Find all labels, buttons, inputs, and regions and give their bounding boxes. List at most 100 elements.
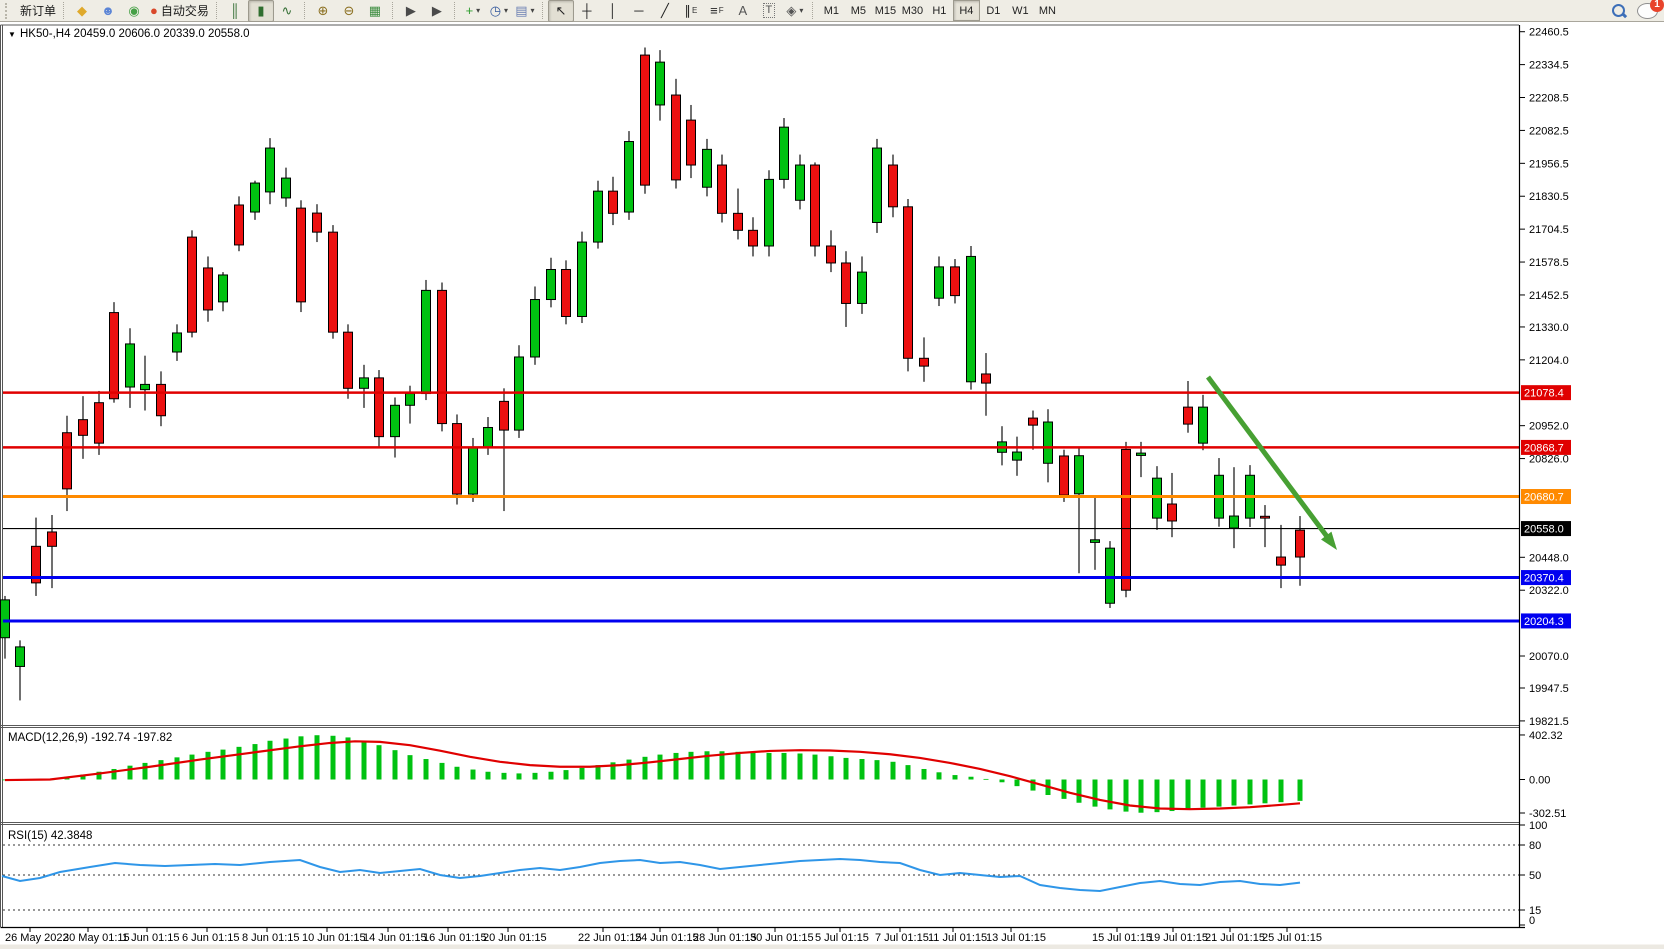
candlestick-chart-button[interactable]: ▮ [247,0,274,22]
candle [981,373,991,384]
tile-windows-button[interactable]: ▦ [362,0,388,22]
chart-shift-button[interactable]: ▶ [424,0,450,22]
macd-histogram-bar [1247,779,1253,805]
candle [78,419,88,436]
macd-histogram-bar [936,772,942,780]
price-level-badge-label: 21078.4 [1524,388,1564,400]
macd-histogram-bar [548,771,554,780]
candle [1198,406,1208,444]
vertical-line-button[interactable]: │ [600,0,626,22]
main-toolbar: 新订单 ◆ ☻ ◉ ● 自动交易 ║ ▮ ∿ ⊕ ⊖ ▦ ▶ ▶ + ▾ ◷ ▾ ▤ ▾ ↖ ┼ │ ─ ╱ ∥ E ≡ F A T ◈ ▾ M… [0,0,1664,22]
candle [265,147,275,193]
shapes-button[interactable]: ◈ ▾ [782,0,808,22]
price-axis-label: 21956.5 [1529,158,1569,170]
chart-canvas[interactable]: 22460.5 22334.5 22208.5 22082.5 21956.5 21830… [0,22,1664,949]
candle [841,262,851,304]
cursor-button[interactable]: ↖ [547,0,574,22]
tile-windows-icon: ▦ [368,2,382,18]
macd-histogram-bar [80,774,86,780]
community-button[interactable]: ☻ [95,0,121,22]
candle [1059,455,1069,496]
periods-button[interactable]: ◷ ▾ [486,0,512,22]
macd-histogram-bar [704,751,710,780]
candle [872,147,882,223]
main-plot-area[interactable] [3,25,1519,726]
candle [156,383,166,417]
autotrading-button[interactable]: ● 自动交易 [147,0,212,22]
crosshair-button[interactable]: ┼ [574,0,600,22]
macd-axis-label: 0.00 [1529,775,1550,787]
candle [1260,515,1270,519]
macd-histogram-bar [298,736,304,780]
text-button[interactable]: A [730,0,756,22]
candle [359,377,369,389]
candle [888,164,898,208]
templates-button[interactable]: ▤ ▾ [512,0,538,22]
price-axis-label: 20322.0 [1529,585,1569,597]
timeframe-h4-button[interactable]: H4 [952,0,980,21]
timeframe-m5-button[interactable]: M5 [850,4,867,17]
time-axis-label: 15 Jul 01:15 [1092,932,1152,944]
macd-histogram-bar [735,751,741,780]
trendline-button[interactable]: ╱ [652,0,678,22]
candle [748,229,758,247]
time-axis-label: 16 Jun 01:15 [423,932,487,944]
line-chart-button[interactable]: ∿ [274,0,300,22]
new-order-button[interactable]: 新订单 [14,0,59,22]
macd-histogram-bar [142,762,148,780]
candle [593,190,603,243]
channel-button[interactable]: ∥ E [678,0,704,22]
price-level-badge [1521,521,1571,537]
candle [390,404,400,438]
macd-histogram-bar [828,756,834,780]
macd-histogram-bar [797,753,803,780]
time-axis-label: 22 Jun 01:15 [578,932,642,944]
signals-button[interactable]: ◉ [121,0,147,22]
time-axis-label: 8 Jun 01:15 [242,932,300,944]
timeframe-m1-button[interactable]: M1 [823,4,840,17]
macd-histogram-bar [1123,779,1129,812]
price-level-badge [1521,439,1571,455]
toolbar-separator [391,2,394,19]
candle [125,343,135,388]
macd-histogram-bar [252,744,258,780]
button-label: 新订单 [20,3,57,18]
zoom-out-button[interactable]: ⊖ [336,0,362,22]
text-icon: A [738,2,748,18]
bar-chart-button[interactable]: ║ [222,0,248,22]
zoom-in-button[interactable]: ⊕ [310,0,336,22]
fibonacci-button[interactable]: ≡ F [704,0,730,22]
indicators-button[interactable]: + ▾ [460,0,486,22]
macd-histogram-bar [189,754,195,780]
macd-histogram-bar [423,759,429,780]
timeframe-d1-button[interactable]: D1 [986,4,1001,17]
candle [468,446,478,495]
candle [47,531,57,547]
macd-histogram-bar [859,759,865,780]
macd-histogram-bar [890,761,896,780]
candle [608,190,618,214]
search-icon[interactable] [1611,3,1628,19]
horizontal-line-button[interactable]: ─ [626,0,652,22]
timeframe-w1-button[interactable]: W1 [1012,4,1029,17]
metaeditor-button[interactable]: ◆ [69,0,95,22]
macd-histogram-bar [750,752,756,780]
timeframe-m30-button[interactable]: M30 [901,4,924,17]
candle [421,289,431,395]
timeframe-h1-button[interactable]: H1 [932,4,947,17]
macd-histogram-bar [657,754,663,780]
time-axis-label: 30 Jun 01:15 [750,932,814,944]
candle [172,332,182,353]
timeframe-mn-button[interactable]: MN [1038,4,1056,17]
candle [857,271,867,304]
timeframe-m15-button[interactable]: M15 [874,4,897,17]
notifications-chat-icon[interactable]: 1 [1637,0,1664,19]
auto-scroll-button[interactable]: ▶ [398,0,424,22]
candle [795,164,805,201]
macd-histogram-bar [501,772,507,780]
price-axis-label: 19947.5 [1529,683,1569,695]
macd-histogram-bar [673,752,679,780]
macd-histogram-bar [595,765,601,780]
macd-histogram-bar [952,775,958,780]
text-label-button[interactable]: T [756,0,782,22]
